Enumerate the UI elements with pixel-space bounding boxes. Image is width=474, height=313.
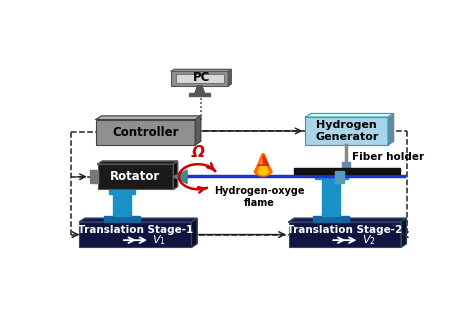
Polygon shape	[258, 160, 268, 175]
Polygon shape	[113, 189, 131, 216]
Polygon shape	[258, 156, 269, 165]
Polygon shape	[96, 116, 201, 120]
Text: Translation Stage-2: Translation Stage-2	[287, 225, 402, 235]
Polygon shape	[315, 174, 348, 178]
Text: Fiber holder: Fiber holder	[352, 152, 424, 162]
Polygon shape	[191, 218, 197, 247]
Polygon shape	[342, 162, 350, 168]
Polygon shape	[98, 161, 178, 164]
Polygon shape	[228, 69, 231, 86]
Text: $V_1$: $V_1$	[152, 233, 166, 247]
Polygon shape	[254, 154, 272, 176]
Polygon shape	[104, 216, 140, 222]
Bar	[305, 117, 388, 145]
Bar	[98, 164, 173, 189]
Text: Controller: Controller	[112, 126, 179, 139]
Polygon shape	[289, 218, 406, 222]
Polygon shape	[336, 171, 344, 182]
Bar	[171, 71, 228, 86]
Text: Translation Stage-1: Translation Stage-1	[78, 225, 193, 235]
Bar	[80, 222, 191, 247]
Bar	[96, 120, 195, 145]
Polygon shape	[109, 189, 135, 194]
Text: $V_2$: $V_2$	[362, 233, 375, 247]
Text: Ω: Ω	[191, 145, 205, 160]
Text: Rotator: Rotator	[110, 170, 161, 183]
Text: Hydrogen
Generator: Hydrogen Generator	[315, 120, 378, 142]
Polygon shape	[173, 161, 178, 189]
Polygon shape	[173, 170, 187, 183]
Polygon shape	[305, 114, 393, 117]
Polygon shape	[313, 216, 349, 222]
Polygon shape	[90, 170, 98, 183]
Polygon shape	[388, 114, 393, 145]
Polygon shape	[401, 218, 406, 247]
Polygon shape	[293, 168, 400, 174]
Polygon shape	[322, 178, 340, 216]
Bar	[176, 74, 224, 83]
Bar	[289, 222, 401, 247]
Polygon shape	[80, 218, 197, 222]
Text: Hydrogen-oxyge
flame: Hydrogen-oxyge flame	[214, 186, 305, 208]
Polygon shape	[171, 69, 231, 71]
Polygon shape	[195, 86, 205, 93]
Polygon shape	[195, 116, 201, 145]
Polygon shape	[190, 93, 210, 96]
Text: PC: PC	[192, 70, 210, 84]
